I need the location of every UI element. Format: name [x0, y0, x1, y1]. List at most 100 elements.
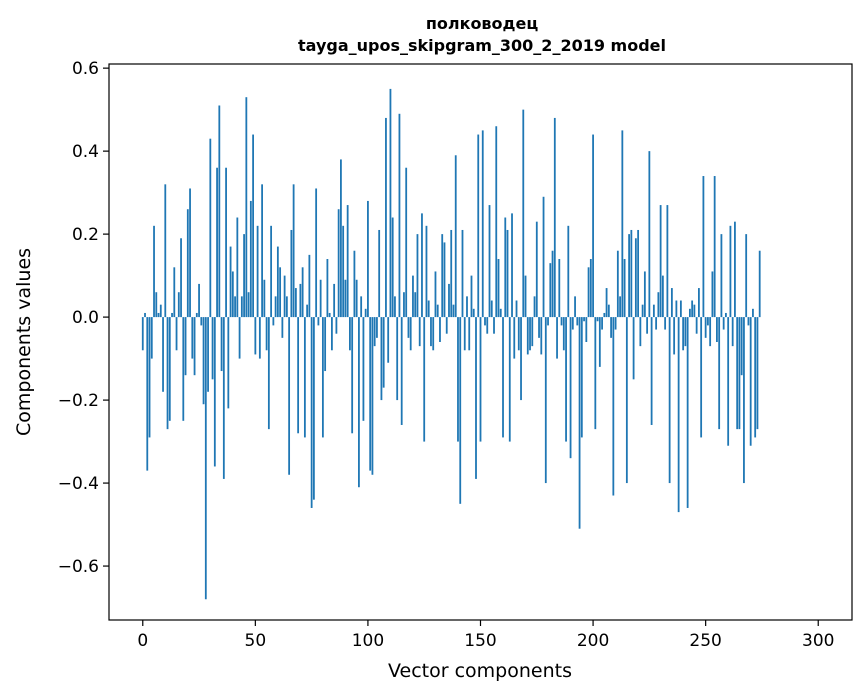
bar-79	[319, 279, 322, 318]
bar-215	[625, 317, 628, 484]
bar-0	[141, 317, 144, 351]
bar-179	[544, 317, 547, 484]
bar-127	[427, 300, 430, 318]
y-tick-label: 0.6	[72, 59, 99, 79]
x-axis-ticks: 0 50 100 150 200 250 300	[137, 620, 834, 651]
bar-140	[457, 317, 459, 442]
bar-261	[729, 225, 732, 318]
bar-103	[373, 317, 376, 347]
bar-53	[261, 184, 263, 318]
bar-224	[646, 317, 649, 334]
bar-151	[481, 130, 484, 318]
bar-57	[270, 225, 273, 318]
bar-245	[693, 304, 696, 318]
bars-group	[141, 88, 761, 600]
bar-266	[740, 317, 743, 376]
bar-98	[362, 317, 365, 421]
bar-158	[497, 259, 500, 318]
bar-243	[688, 308, 691, 318]
bar-196	[583, 317, 585, 322]
bar-159	[499, 308, 502, 318]
bar-263	[734, 221, 736, 318]
bar-199	[589, 259, 592, 318]
bar-223	[643, 271, 646, 318]
bar-9	[162, 317, 164, 392]
bar-76	[312, 317, 315, 500]
bar-101	[369, 317, 372, 471]
bar-24	[195, 312, 198, 318]
bar-205	[603, 312, 606, 318]
x-tick-label: 300	[802, 631, 834, 651]
bar-133	[441, 234, 444, 318]
bar-225	[648, 151, 651, 318]
bar-149	[477, 134, 480, 318]
bar-161	[504, 217, 507, 318]
bar-62	[281, 317, 284, 338]
bar-34	[218, 105, 221, 318]
bar-193	[576, 317, 579, 326]
chart-subtitle: tayga_upos_skipgram_300_2_2019 model	[298, 36, 666, 55]
bar-239	[679, 300, 682, 318]
bar-13	[171, 312, 173, 318]
bar-25	[198, 283, 200, 318]
bar-86	[335, 317, 338, 334]
bar-271	[752, 308, 754, 318]
bar-139	[454, 155, 457, 318]
bar-162	[506, 229, 509, 318]
bar-111	[391, 217, 394, 318]
bar-5	[153, 225, 155, 318]
y-tick-label: −0.2	[58, 391, 99, 411]
bar-189	[567, 225, 570, 318]
bar-258	[722, 317, 725, 330]
bar-210	[614, 317, 617, 330]
x-tick-label: 50	[245, 631, 267, 651]
bar-56	[267, 317, 270, 430]
bar-84	[331, 317, 333, 351]
bar-206	[605, 288, 608, 318]
bar-18	[182, 317, 185, 421]
bar-22	[191, 317, 194, 359]
bar-185	[558, 259, 561, 318]
bar-145	[468, 317, 471, 351]
bar-89	[342, 225, 345, 318]
bar-207	[607, 304, 610, 318]
bar-143	[463, 317, 466, 351]
bar-176	[538, 317, 540, 338]
bar-232	[664, 317, 667, 330]
bar-4	[150, 317, 153, 359]
bar-257	[720, 234, 723, 318]
bar-192	[574, 296, 576, 318]
bar-267	[743, 317, 745, 484]
bar-148	[475, 317, 477, 479]
bar-106	[380, 317, 383, 401]
bar-81	[324, 317, 327, 372]
bar-134	[443, 242, 446, 318]
bar-1	[144, 312, 146, 318]
y-tick-label: 0.4	[72, 142, 99, 162]
x-tick-label: 150	[464, 631, 496, 651]
bar-85	[333, 283, 336, 318]
bar-200	[592, 134, 594, 318]
bar-259	[725, 312, 727, 318]
bar-83	[328, 312, 331, 318]
bar-262	[731, 317, 734, 347]
bar-197	[585, 317, 588, 342]
bar-112	[394, 296, 396, 318]
bar-156	[493, 317, 495, 334]
x-tick-label: 0	[137, 631, 148, 651]
bar-186	[560, 317, 563, 326]
bar-82	[326, 259, 329, 318]
bar-244	[691, 300, 694, 318]
bar-124	[421, 213, 423, 318]
bar-173	[531, 317, 534, 347]
y-tick-label: 0.0	[72, 308, 99, 328]
bar-191	[571, 317, 574, 330]
bar-181	[549, 263, 552, 318]
bar-44	[240, 296, 243, 318]
bar-93	[351, 317, 354, 434]
bar-30	[209, 138, 212, 318]
bar-29	[207, 317, 209, 392]
y-axis-ticks: −0.6 −0.4 −0.2 0.0 0.2 0.4 0.6	[58, 59, 109, 577]
bar-50	[254, 317, 257, 355]
bar-231	[661, 275, 664, 318]
